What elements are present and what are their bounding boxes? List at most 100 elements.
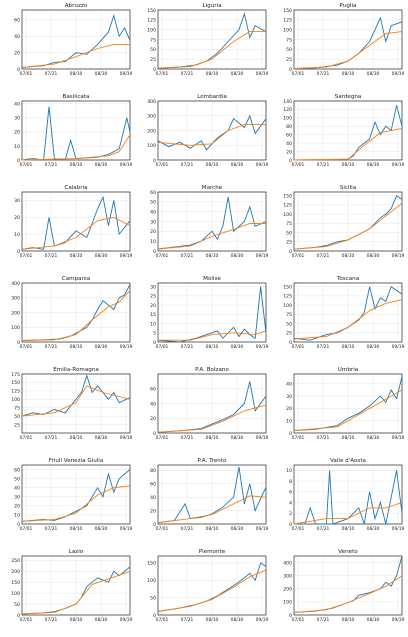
x-tick-label: 08/10 [342, 617, 355, 623]
x-tick-label: 08/10 [342, 162, 355, 168]
y-tick-label: 60 [14, 18, 20, 24]
x-tick-label: 07/21 [317, 617, 330, 623]
x-tick-label: 07/21 [181, 71, 194, 77]
y-tick-label: 30 [286, 394, 292, 400]
y-tick-label: 100 [283, 212, 292, 218]
x-tick-label: 07/01 [292, 617, 305, 623]
y-tick-label: 30 [150, 284, 156, 290]
x-tick-label: 09/19 [120, 253, 133, 259]
y-tick-label: 300 [11, 296, 20, 302]
x-tick-label: 07/21 [45, 71, 58, 77]
x-tick-label: 07/21 [45, 253, 58, 259]
chart-panel: Lombardia 0 100 200 300 400 07/01 07/21 08/10 08/… [147, 94, 268, 168]
x-tick-label: 08/30 [367, 526, 380, 532]
series-line-smoothed [21, 385, 131, 417]
x-tick-label: 07/01 [20, 71, 33, 77]
x-tick-label: 07/01 [20, 617, 33, 623]
y-tick-label: 40 [150, 495, 156, 501]
y-tick-label: 60 [150, 387, 156, 393]
series-line-raw [157, 12, 267, 69]
y-tick-label: 80 [150, 468, 156, 474]
series-line-raw [21, 469, 131, 522]
y-tick-label: 8 [289, 479, 292, 485]
y-tick-label: 40 [14, 485, 20, 491]
y-tick-label: 150 [11, 580, 20, 586]
y-tick-label: 0 [289, 249, 292, 255]
x-tick-label: 07/01 [20, 253, 33, 259]
x-tick-label: 09/19 [256, 526, 269, 532]
y-tick-label: 100 [11, 397, 20, 403]
x-tick-label: 07/21 [181, 526, 194, 532]
x-tick-label: 07/21 [45, 162, 58, 168]
y-tick-label: 300 [147, 114, 156, 120]
x-tick-label: 09/19 [120, 344, 133, 350]
x-tick-label: 08/30 [367, 253, 380, 259]
y-tick-label: 50 [14, 476, 20, 482]
y-tick-label: 200 [283, 587, 292, 593]
y-tick-label: 40 [14, 34, 20, 40]
chart-title: Campania [62, 276, 90, 282]
x-tick-label: 08/30 [95, 71, 108, 77]
x-tick-label: 09/19 [256, 435, 269, 441]
chart-panel: Sicilia 0 25 50 75 100 125 150 07/01 07/21 08/10 08… [283, 185, 404, 259]
y-tick-label: 125 [283, 203, 292, 209]
y-tick-label: 125 [147, 18, 156, 24]
series-line-smoothed [293, 31, 403, 70]
x-tick-label: 08/10 [206, 71, 219, 77]
y-tick-label: 50 [286, 321, 292, 327]
y-tick-label: 150 [283, 8, 292, 14]
series-line-raw [294, 470, 403, 525]
x-tick-label: 08/10 [70, 617, 83, 623]
y-tick-label: 100 [283, 116, 292, 122]
y-tick-label: 10 [14, 144, 20, 150]
y-tick-label: 25 [286, 331, 292, 337]
y-tick-label: 0 [17, 158, 20, 164]
y-tick-label: 6 [289, 490, 292, 496]
y-tick-label: 40 [14, 102, 20, 108]
x-tick-label: 08/30 [231, 344, 244, 350]
y-tick-label: 25 [14, 422, 20, 428]
y-tick-label: 400 [283, 560, 292, 566]
x-tick-label: 09/19 [392, 617, 405, 623]
x-tick-label: 08/10 [342, 435, 355, 441]
x-tick-label: 09/19 [256, 71, 269, 77]
x-tick-label: 08/30 [95, 617, 108, 623]
x-tick-label: 08/30 [231, 435, 244, 441]
x-tick-label: 07/01 [292, 344, 305, 350]
y-tick-label: 10 [150, 321, 156, 327]
y-tick-label: 50 [14, 414, 20, 420]
y-tick-label: 75 [286, 312, 292, 318]
x-tick-label: 08/10 [70, 253, 83, 259]
x-tick-label: 09/19 [392, 344, 405, 350]
y-tick-label: 30 [14, 495, 20, 501]
x-tick-label: 09/19 [256, 344, 269, 350]
chart-panel: P.A. Trento 0 20 40 60 80 07/01 07/21 08/10 08/30… [150, 458, 269, 532]
y-tick-label: 50 [14, 602, 20, 608]
x-tick-label: 07/21 [181, 253, 194, 259]
x-tick-label: 07/21 [181, 344, 194, 350]
x-tick-label: 08/30 [367, 344, 380, 350]
y-tick-label: 15 [150, 312, 156, 318]
x-tick-label: 09/19 [256, 617, 269, 623]
y-tick-label: 20 [286, 406, 292, 412]
y-tick-label: 0 [289, 158, 292, 164]
axes-frame [21, 282, 131, 343]
chart-title: Molise [203, 276, 221, 282]
x-tick-label: 08/10 [206, 344, 219, 350]
y-tick-label: 30 [14, 116, 20, 122]
x-tick-label: 07/01 [292, 71, 305, 77]
chart-title: P.A. Trento [198, 458, 228, 464]
y-tick-label: 0 [17, 249, 20, 255]
chart-title: Sicilia [340, 185, 356, 191]
y-tick-label: 75 [14, 406, 20, 412]
series-line-smoothed [157, 404, 267, 433]
y-tick-label: 200 [147, 128, 156, 134]
chart-panel: Friuli Venezia Giulia 0 10 20 30 40 50 60 07/01 0… [14, 458, 132, 532]
x-tick-label: 07/01 [156, 617, 169, 623]
chart-title: Sardegna [335, 94, 362, 100]
y-tick-label: 100 [11, 591, 20, 597]
x-tick-label: 07/21 [317, 435, 330, 441]
x-tick-label: 09/19 [120, 162, 133, 168]
